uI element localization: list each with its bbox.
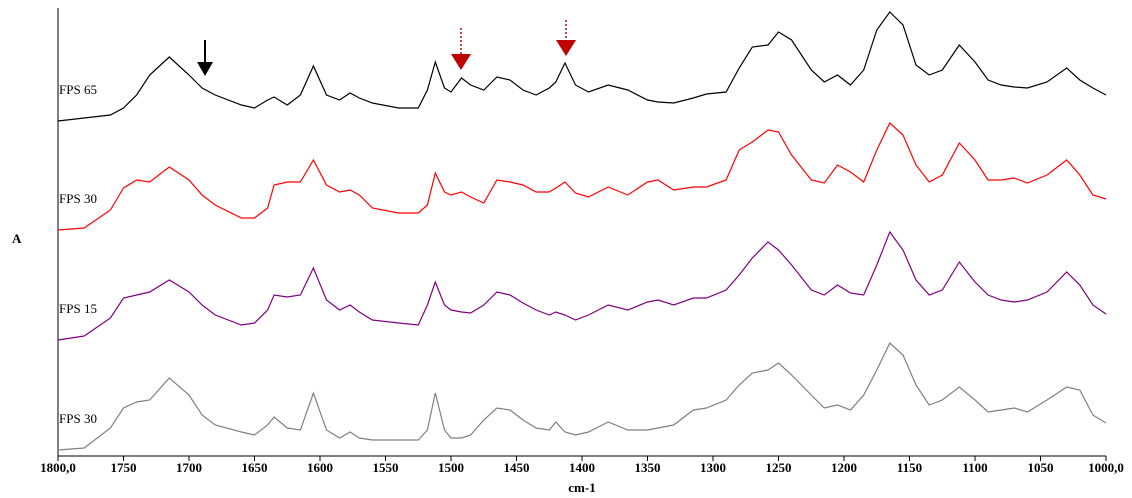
x-tick-label: 1750 (111, 460, 137, 475)
x-tick-label: 1050 (1028, 460, 1054, 475)
x-tick-label: 1300 (700, 460, 726, 475)
series-label: FPS 15 (59, 301, 97, 316)
series-label: FPS 30 (59, 411, 97, 426)
x-tick-label: 1150 (897, 460, 922, 475)
spectrum-line (57, 11, 1107, 122)
x-tick-label: 1700 (176, 460, 202, 475)
x-tick-label: 1400 (569, 460, 595, 475)
y-axis-label: A (12, 231, 22, 246)
x-tick-label: 1100 (962, 460, 987, 475)
arrow-red (556, 20, 576, 56)
spectrum-line (57, 122, 1107, 231)
series-label: FPS 30 (59, 191, 97, 206)
x-tick-label: 1250 (766, 460, 792, 475)
x-tick-label: 1650 (242, 460, 268, 475)
arrow-red (451, 28, 471, 70)
x-axis-label: cm-1 (568, 480, 595, 495)
spectrum-line (57, 230, 1107, 341)
x-tick-label: 1500 (438, 460, 464, 475)
x-tick-label: 1600 (307, 460, 333, 475)
x-tick-label: 1550 (373, 460, 399, 475)
arrow-black (197, 40, 213, 76)
series-label: FPS 65 (59, 82, 97, 97)
x-tick-label: 1000,0 (1088, 460, 1124, 475)
x-tick-label: 1800,0 (40, 460, 76, 475)
x-tick-label: 1200 (831, 460, 857, 475)
x-tick-label: 1350 (635, 460, 661, 475)
x-tick-label: 1450 (504, 460, 530, 475)
spectrum-line (57, 342, 1107, 451)
